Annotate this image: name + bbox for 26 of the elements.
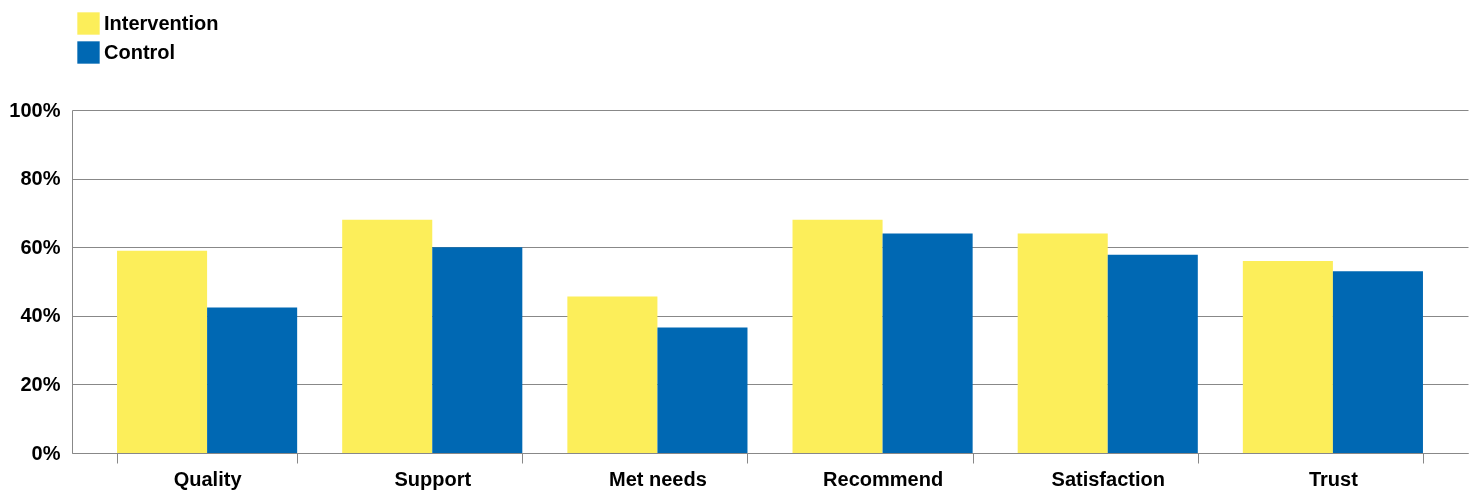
x-tick-label: Recommend bbox=[823, 467, 944, 490]
bar bbox=[432, 247, 523, 453]
bar bbox=[207, 307, 298, 453]
bar bbox=[882, 233, 973, 453]
bar bbox=[1242, 260, 1333, 453]
y-tick-label: 0% bbox=[31, 441, 61, 464]
x-tick-label: Satisfaction bbox=[1051, 467, 1165, 490]
bar bbox=[792, 219, 883, 453]
bar bbox=[657, 327, 748, 453]
x-tick-label: Met needs bbox=[609, 467, 707, 490]
bar bbox=[117, 250, 208, 453]
legend-label: Control bbox=[104, 40, 176, 63]
x-tick-label: Quality bbox=[173, 467, 243, 490]
y-tick-label: 80% bbox=[20, 167, 61, 190]
x-tick-label: Support bbox=[394, 467, 472, 490]
bar bbox=[1107, 254, 1198, 453]
legend-label: Intervention bbox=[104, 11, 219, 34]
y-tick-label: 40% bbox=[20, 304, 61, 327]
bar bbox=[567, 296, 658, 453]
y-tick-label: 20% bbox=[20, 372, 61, 395]
bar bbox=[1332, 271, 1423, 453]
bar bbox=[342, 219, 433, 453]
y-tick-label: 100% bbox=[9, 98, 61, 121]
bar bbox=[1017, 233, 1108, 453]
x-tick-label: Trust bbox=[1308, 467, 1359, 490]
y-tick-label: 60% bbox=[20, 235, 61, 258]
